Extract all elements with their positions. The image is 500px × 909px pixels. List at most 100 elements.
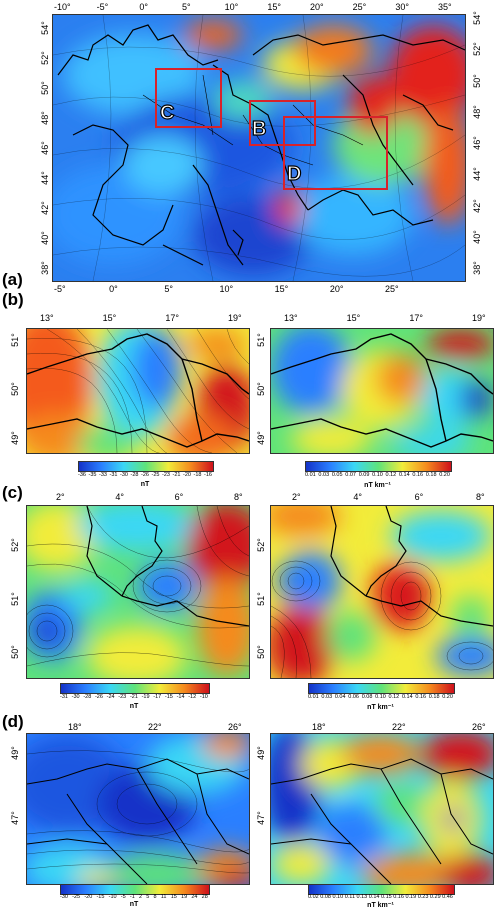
- panel-b-right-lon-tick: 17°: [409, 313, 423, 323]
- panel-b-right-lon-tick: 19°: [472, 313, 486, 323]
- colorbar-tick: 0.14: [398, 472, 410, 478]
- colorbar-tick: -12: [188, 694, 197, 700]
- colorbar-tick: -33: [99, 472, 107, 478]
- panel-a-bottom-lon-tick: 20°: [329, 284, 344, 294]
- colorbar-tick: -23: [162, 472, 170, 478]
- colorbar-tick: 0.01: [308, 694, 319, 700]
- panel-a-left-lat-tick: 46°: [39, 141, 50, 155]
- colorbar-tick: -28: [130, 472, 139, 478]
- colorbar-tick: 0.14: [368, 894, 380, 900]
- panel-a-left-lat-tick: 52°: [39, 51, 50, 65]
- panel-c-left-lon-tick: 6°: [174, 492, 184, 502]
- colorbar-tick: -28: [83, 694, 92, 700]
- panel-c-right-lon-tick: 8°: [476, 492, 485, 502]
- panel-a-right-lat-tick: 42°: [471, 198, 482, 213]
- colorbar-tick: 0.23: [417, 894, 429, 900]
- panel-c-left-colorbar-unit: nT: [129, 703, 139, 710]
- panel-b-left-lon-tick: 13°: [40, 313, 54, 323]
- panel-d-right-lon-tick: 22°: [392, 722, 406, 732]
- panel-b-left-colorbar-unit: nT: [140, 481, 150, 488]
- panel-d-left-colorbar: [60, 884, 210, 895]
- colorbar-tick: -30: [71, 694, 80, 700]
- colorbar-tick: -1: [129, 894, 135, 900]
- panel-a-top-lon-tick: 35°: [438, 2, 452, 12]
- panel-c-left-lat-tick: 52°: [9, 538, 20, 552]
- panel-a-bottom-lon-tick: 25°: [385, 284, 399, 294]
- colorbar-tick: 0.07: [345, 472, 356, 478]
- panel-b-left-colorbar-ticks: -36 -35 -33 -31 -30 -28 -26 -25 -23 -21 -20 -18 -16: [78, 472, 212, 478]
- panel-b-left-lon-tick: 19°: [228, 313, 242, 323]
- colorbar-tick: -21: [172, 472, 181, 478]
- panel-b-gradient-map: [270, 328, 494, 454]
- panel-b-left-lat-tick: 50°: [9, 382, 20, 396]
- panel-d-right-lat-tick: 47°: [255, 811, 266, 825]
- panel-d-label: (d): [2, 712, 24, 731]
- colorbar-tick: -15: [164, 694, 173, 700]
- panel-a-left-lat-tick: 42°: [39, 201, 50, 215]
- panel-d-left-colorbar-unit: nT: [129, 901, 139, 908]
- colorbar-tick: 15: [170, 894, 177, 900]
- colorbar-tick: 0.20: [439, 472, 450, 478]
- panel-c-anomaly-map: [26, 505, 250, 679]
- panel-c-gradient-map: [270, 505, 494, 679]
- panel-b-right-lat-tick: 50°: [255, 382, 266, 396]
- colorbar-tick: -25: [151, 472, 160, 478]
- colorbar-tick: 0.05: [331, 472, 343, 478]
- colorbar-tick: 0.14: [401, 694, 413, 700]
- panel-d-right-colorbar: [308, 884, 455, 895]
- panel-a-left-lat-tick: 38°: [39, 261, 50, 275]
- panel-c-right-lat-tick: 51°: [255, 591, 266, 606]
- panel-b-left-lat-tick: 49°: [9, 431, 20, 445]
- panel-a-top-lon-tick: 10°: [224, 2, 239, 12]
- panel-a-left-lat-tick: 40°: [39, 231, 50, 245]
- panel-c-left-lon-tick: 8°: [234, 492, 243, 502]
- panel-a-left-lat-tick: 50°: [39, 81, 50, 95]
- colorbar-tick: -20: [183, 472, 191, 478]
- panel-c-left-lat-tick: 50°: [9, 645, 20, 659]
- colorbar-tick: 0.09: [358, 472, 370, 478]
- panel-b-right-lon-tick: 15°: [346, 313, 361, 323]
- panel-a-right-lat-tick: 54°: [471, 11, 482, 25]
- panel-d-right-colorbar-unit: nT km⁻¹: [367, 902, 394, 909]
- panel-b-right-colorbar-ticks: 0.01 0.03 0.05 0.07 0.09 0.10 0.12 0.14 0.16 0.18…: [305, 472, 450, 478]
- panel-a-bottom-lon-tick: -5°: [54, 284, 66, 294]
- colorbar-tick: -19: [141, 694, 150, 700]
- colorbar-tick: 0.01: [305, 472, 316, 478]
- colorbar-tick: -24: [106, 694, 115, 700]
- panel-b-right-lat-tick: 51°: [255, 333, 266, 347]
- colorbar-tick: 0.08: [320, 894, 331, 900]
- colorbar-tick: -31: [109, 472, 118, 478]
- box-d-label: D: [286, 162, 302, 185]
- colorbar-tick: 0.16: [415, 694, 427, 700]
- panel-a-right-lat-tick: 50°: [471, 73, 482, 88]
- panel-a-label: (a): [2, 270, 23, 289]
- colorbar-tick: 2: [138, 894, 143, 900]
- panel-c-right-lon-tick: 6°: [414, 492, 424, 502]
- colorbar-tick: -30: [120, 472, 128, 478]
- panel-a-left-lat-tick: 48°: [39, 111, 50, 125]
- panel-c-left-colorbar-ticks: -31 -30 -28 -26 -24 -23 -21 -19 -17 -15 -14 -12 -10: [60, 694, 208, 700]
- panel-a-top-lon-tick: 20°: [310, 2, 324, 12]
- panel-a-left-lat-tick: 54°: [39, 21, 50, 35]
- panel-b-left-colorbar: [78, 461, 214, 472]
- colorbar-tick: 0.12: [385, 472, 397, 478]
- box-c-label: C: [159, 101, 175, 124]
- colorbar-tick: 0.10: [332, 894, 344, 900]
- panel-a-top-lon-tick: 0°: [139, 2, 148, 12]
- panel-d-right-lat-tick: 49°: [255, 746, 266, 760]
- study-area-box-b: [249, 100, 316, 146]
- colorbar-tick: 0.03: [321, 694, 333, 700]
- panel-b-anomaly-map: [26, 328, 250, 454]
- panel-a-top-lon-tick: 5°: [182, 2, 191, 12]
- colorbar-tick: 0.15: [380, 894, 392, 900]
- colorbar-tick: -10: [108, 894, 117, 900]
- panel-d-right-lon-tick: 18°: [312, 722, 326, 732]
- panel-b-right-colorbar: [305, 461, 452, 472]
- colorbar-tick: -25: [72, 894, 81, 900]
- study-area-box-d: [283, 116, 388, 190]
- colorbar-tick: -30: [60, 894, 68, 900]
- colorbar-tick: -20: [84, 894, 93, 900]
- colorbar-tick: -18: [193, 472, 202, 478]
- panel-c-label: (c): [2, 483, 23, 502]
- panel-a-right-lat-tick: 46°: [471, 136, 482, 150]
